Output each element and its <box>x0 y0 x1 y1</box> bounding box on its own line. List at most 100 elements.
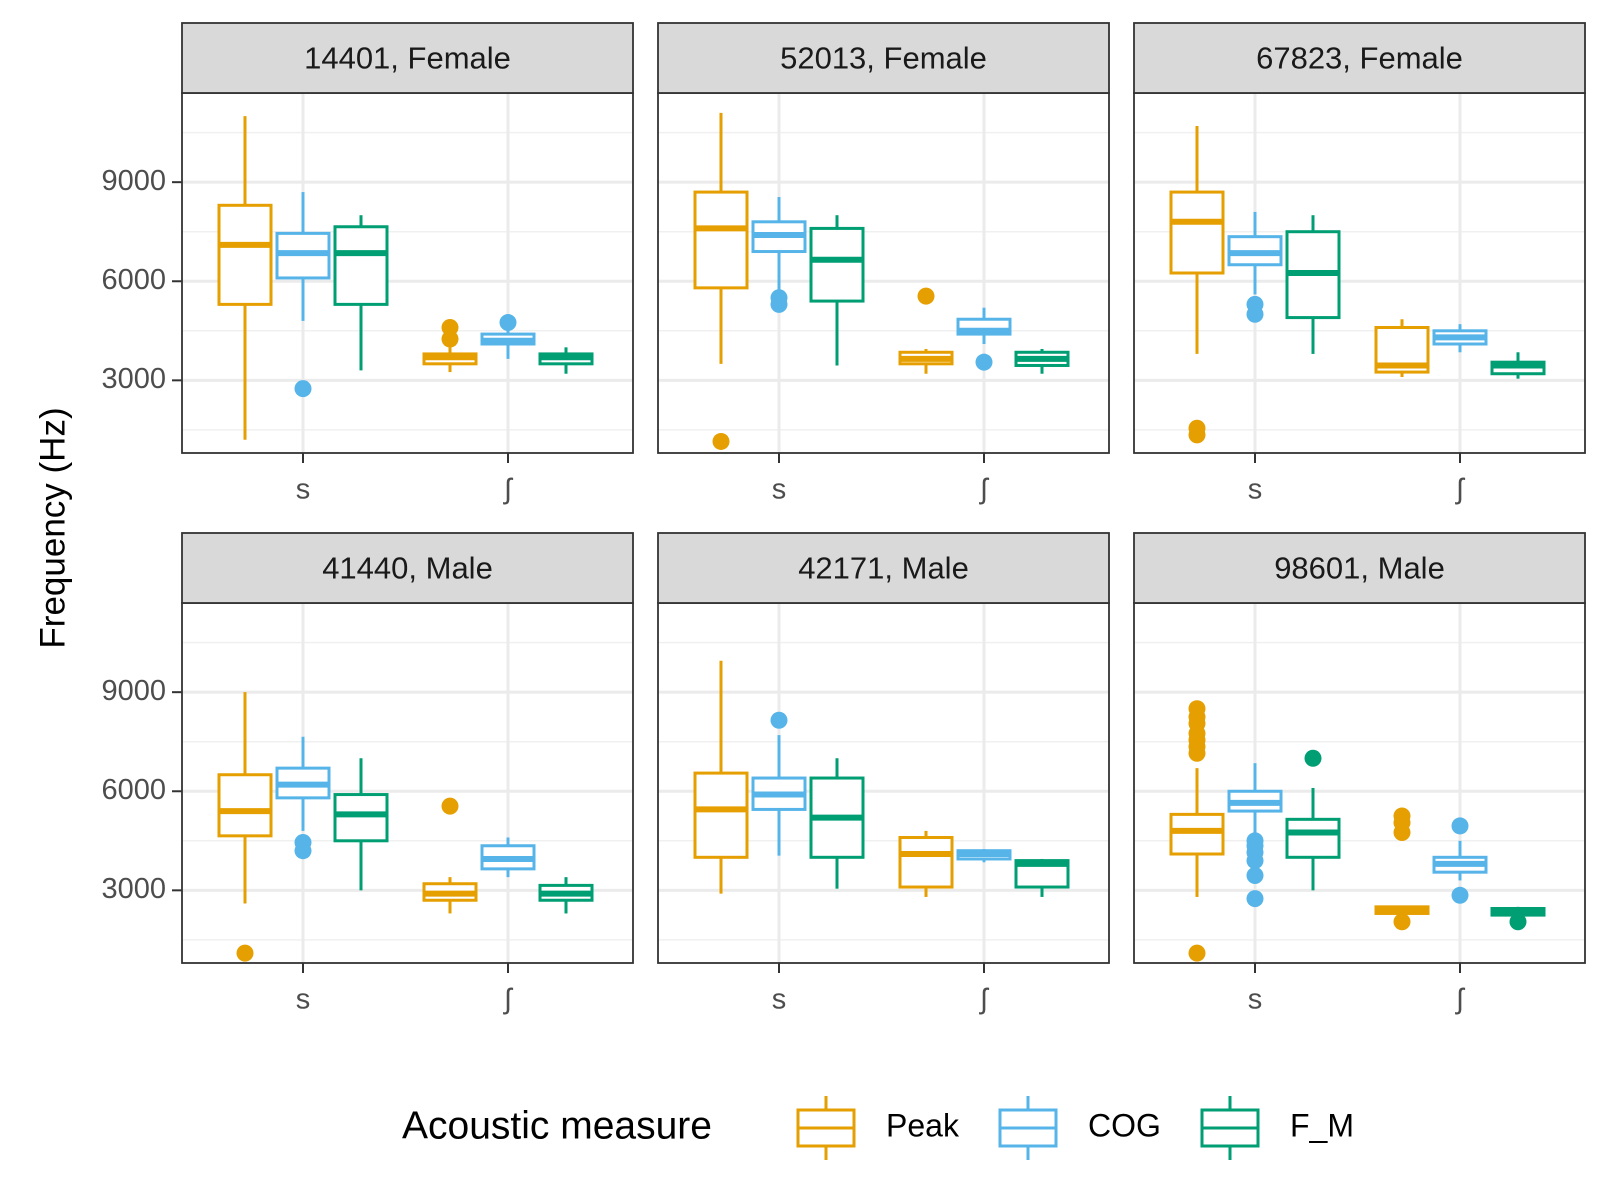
facet-strip <box>1133 532 1586 604</box>
outlier-point <box>1393 807 1411 825</box>
box-cog <box>275 192 331 398</box>
outlier-point <box>441 318 459 336</box>
y-tick-label: 9000 <box>101 165 166 197</box>
box-peak <box>1169 126 1225 444</box>
box-peak <box>422 318 478 373</box>
y-axis-title: Frequency (Hz) <box>33 407 72 648</box>
box-cog <box>956 307 1012 371</box>
facet-strip <box>181 532 634 604</box>
facet-strip <box>181 22 634 94</box>
x-tick-label: ʃ <box>503 984 514 1016</box>
box-peak <box>1374 807 1430 931</box>
legend-label: F_M <box>1290 1107 1354 1143</box>
box-iqr <box>1169 812 1225 856</box>
facet-panel: 42171, Male s ʃ <box>657 532 1110 1016</box>
y-tick-label: 3000 <box>101 363 166 395</box>
legend-label: COG <box>1088 1107 1161 1143</box>
facet-panel: 52013, Female s ʃ <box>657 22 1110 506</box>
facet-label: 52013, Female <box>780 41 987 76</box>
facet-label: 67823, Female <box>1256 41 1463 76</box>
box-iqr <box>333 793 389 843</box>
box-cog <box>1432 817 1488 904</box>
outlier-point <box>770 711 788 729</box>
outlier-point <box>1246 866 1264 884</box>
x-tick-label: ʃ <box>503 474 514 506</box>
box-iqr <box>809 226 865 303</box>
outlier-point <box>294 380 312 398</box>
outlier-point <box>236 944 254 962</box>
box-fm <box>538 347 594 374</box>
x-tick-label: s <box>1248 984 1263 1016</box>
x-tick-label: ʃ <box>979 984 990 1016</box>
facet-label: 98601, Male <box>1274 551 1445 586</box>
facet-panel: 67823, Female s ʃ <box>1133 22 1586 506</box>
outlier-point <box>1246 832 1264 850</box>
y-tick-label: 6000 <box>101 264 166 296</box>
box-cog <box>480 837 536 878</box>
box-peak <box>217 116 273 440</box>
x-tick-label: s <box>772 984 787 1016</box>
facet-panel: 14401, Female s ʃ 3000 6000 9000 <box>101 22 634 506</box>
facet-label: 14401, Female <box>304 41 511 76</box>
x-tick-label: ʃ <box>1455 984 1466 1016</box>
legend-label: Peak <box>886 1107 960 1143</box>
legend-items: Peak COG F_M <box>796 1096 1354 1160</box>
x-tick-label: ʃ <box>979 474 990 506</box>
outlier-point <box>441 797 459 815</box>
x-tick-label: s <box>772 474 787 506</box>
box-iqr <box>1169 190 1225 275</box>
box-peak <box>1169 700 1225 962</box>
box-peak <box>693 112 749 450</box>
outlier-point <box>1393 913 1411 931</box>
box-fm <box>333 215 389 371</box>
outlier-point <box>712 432 730 450</box>
legend-item: Peak <box>796 1096 960 1160</box>
outlier-point <box>1188 700 1206 718</box>
box-peak <box>217 692 273 962</box>
facet-strip <box>657 22 1110 94</box>
y-tick-label: 3000 <box>101 873 166 905</box>
box-fm <box>1014 858 1070 897</box>
outlier-point <box>1188 944 1206 962</box>
box-peak <box>422 797 478 914</box>
box-fm <box>809 215 865 366</box>
outlier-point <box>975 353 993 371</box>
facet-panel: 41440, Male s ʃ 3000 6000 9000 <box>101 532 634 1016</box>
facet-label: 41440, Male <box>322 551 493 586</box>
box-iqr <box>1285 817 1341 859</box>
box-cog <box>480 314 536 359</box>
box-fm <box>333 758 389 891</box>
legend-title: Acoustic measure <box>402 1104 712 1147</box>
legend: Acoustic measure Peak COG F_M <box>402 1096 1354 1160</box>
box-cog <box>956 849 1012 863</box>
facet-panels: 14401, Female s ʃ 3000 6000 9000 52013, Female… <box>101 22 1586 1016</box>
box-fm <box>538 877 594 914</box>
y-tick-label: 6000 <box>101 774 166 806</box>
facet-panel: 98601, Male s ʃ <box>1133 532 1586 1016</box>
x-tick-label: s <box>1248 474 1263 506</box>
outlier-point <box>770 289 788 307</box>
outlier-point <box>499 314 517 332</box>
box-fm <box>1490 906 1546 931</box>
legend-item: F_M <box>1200 1096 1354 1160</box>
box-iqr <box>898 835 954 889</box>
box-cog <box>751 197 807 313</box>
box-iqr <box>333 225 389 306</box>
box-fm <box>1285 749 1341 891</box>
facet-strip <box>657 532 1110 604</box>
box-iqr <box>693 771 749 859</box>
box-fm <box>809 758 865 889</box>
box-peak <box>693 660 749 894</box>
outlier-point <box>1451 817 1469 835</box>
legend-item: COG <box>998 1096 1161 1160</box>
box-peak <box>898 287 954 374</box>
box-iqr <box>217 203 273 306</box>
box-cog <box>1227 763 1283 908</box>
outlier-point <box>1188 419 1206 437</box>
x-tick-label: s <box>296 474 311 506</box>
facet-label: 42171, Male <box>798 551 969 586</box>
panel-background <box>1134 603 1585 963</box>
box-cog <box>275 736 331 860</box>
outlier-point <box>294 833 312 851</box>
